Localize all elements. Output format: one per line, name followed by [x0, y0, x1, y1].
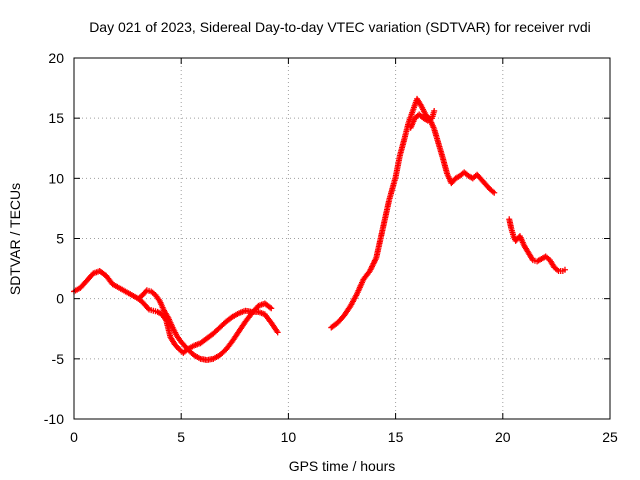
- trace-marker: [144, 305, 151, 312]
- y-tick-label: -5: [52, 351, 65, 367]
- y-tick-label: 0: [56, 291, 64, 307]
- data-point: [431, 107, 438, 114]
- y-tick-label: -10: [44, 411, 64, 427]
- plot-frame: [73, 57, 611, 420]
- x-tick-label: 10: [281, 429, 297, 445]
- trace-marker: [266, 304, 273, 311]
- data-point: [268, 305, 275, 312]
- grid-lines: [74, 58, 610, 419]
- data-points: [71, 95, 568, 364]
- y-axis-label: SDTVAR / TECUs: [7, 183, 23, 295]
- data-point: [561, 266, 568, 273]
- y-tick-label: 10: [48, 170, 64, 186]
- y-tick-label: 15: [48, 110, 64, 126]
- tick-labels: 0 5 10 15 20 25 -10 -5 0 5 10 15 20: [44, 50, 618, 445]
- x-tick-label: 25: [602, 429, 618, 445]
- x-tick-label: 15: [388, 429, 404, 445]
- chart-title: Day 021 of 2023, Sidereal Day-to-day VTE…: [89, 19, 591, 35]
- data-point: [491, 189, 498, 196]
- x-tick-label: 20: [495, 429, 511, 445]
- x-axis-label: GPS time / hours: [289, 458, 396, 474]
- data-point: [274, 329, 281, 336]
- y-tick-label: 20: [48, 50, 64, 66]
- x-tick-label: 5: [177, 429, 185, 445]
- x-tick-label: 0: [70, 429, 78, 445]
- y-tick-label: 5: [56, 231, 64, 247]
